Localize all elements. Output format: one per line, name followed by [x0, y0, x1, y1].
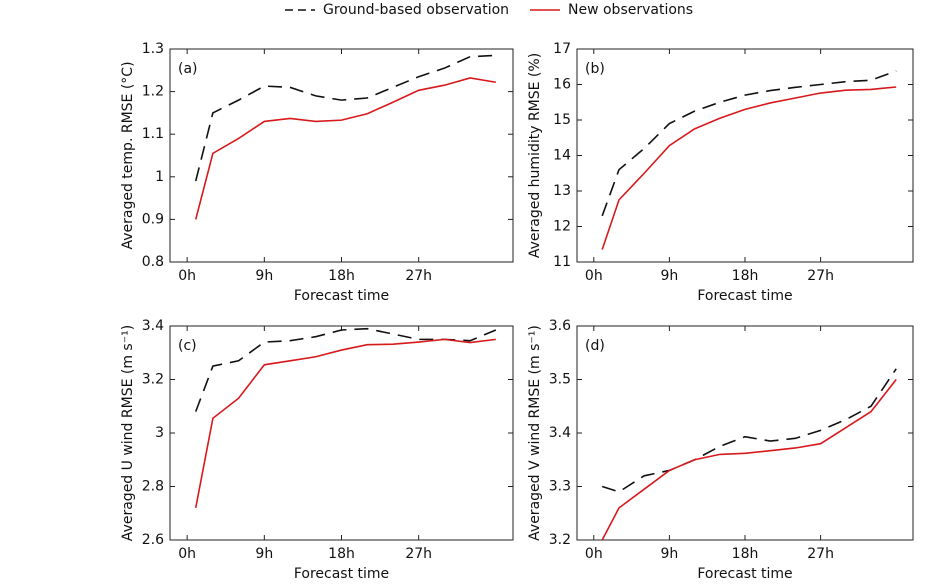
y-tick-label: 3.2 [549, 532, 571, 548]
y-tick-label: 11 [553, 254, 571, 270]
data-line [194, 77, 496, 220]
data-line [601, 379, 897, 541]
panel-label: (d) [585, 338, 605, 354]
y-axis-label: Averaged U wind RMSE (m s⁻¹) [120, 325, 136, 541]
y-tick-label: 0.9 [142, 211, 164, 227]
y-tick-label: 14 [553, 148, 571, 164]
data-line [601, 368, 897, 493]
x-tick-label: 0h [178, 268, 196, 284]
x-tick-label: 0h [585, 546, 603, 562]
y-tick-label: 1.2 [142, 84, 164, 100]
x-axis-label: Forecast time [294, 288, 389, 304]
y-axis-label: Averaged humidity RMSE (%) [527, 53, 543, 258]
y-tick-label: 0.8 [142, 254, 164, 270]
x-tick-label: 9h [661, 546, 679, 562]
y-tick-label: 3.4 [142, 318, 164, 334]
x-tick-label: 0h [178, 546, 196, 562]
x-tick-label: 18h [732, 546, 759, 562]
panel-label: (b) [585, 61, 605, 77]
plot-frame [576, 325, 914, 541]
y-tick-label: 12 [553, 219, 571, 235]
y-axis-label: Averaged V wind RMSE (m s⁻¹) [527, 325, 543, 541]
y-tick-label: 2.6 [142, 532, 164, 548]
x-tick-label: 0h [585, 268, 603, 284]
x-tick-label: 18h [328, 546, 355, 562]
x-tick-label: 9h [255, 546, 273, 562]
data-line [194, 338, 496, 509]
x-tick-label: 9h [661, 268, 679, 284]
data-line [601, 86, 897, 250]
y-tick-label: 3.2 [142, 372, 164, 388]
legend-label: New observations [568, 2, 693, 18]
y-tick-label: 15 [553, 112, 571, 128]
legend-label: Ground-based observation [323, 2, 509, 18]
panel-label: (c) [178, 338, 197, 354]
x-tick-label: 27h [807, 546, 834, 562]
y-tick-label: 13 [553, 183, 571, 199]
x-tick-label: 9h [255, 268, 273, 284]
y-axis-label: Averaged temp. RMSE (°C) [120, 61, 136, 249]
panel-label: (a) [178, 61, 198, 77]
y-tick-label: 3.6 [549, 318, 571, 334]
y-tick-label: 1.3 [142, 41, 164, 57]
y-tick-label: 2.8 [142, 479, 164, 495]
x-tick-label: 18h [732, 268, 759, 284]
y-tick-label: 3.3 [549, 479, 571, 495]
x-tick-label: 27h [807, 268, 834, 284]
y-tick-label: 17 [553, 41, 571, 57]
x-tick-label: 18h [328, 268, 355, 284]
data-line [194, 54, 496, 182]
plot-frame [169, 325, 514, 541]
data-line [194, 327, 497, 412]
y-tick-label: 1.1 [142, 126, 164, 142]
y-tick-label: 3.5 [549, 372, 571, 388]
x-axis-label: Forecast time [294, 566, 389, 582]
y-tick-label: 16 [553, 77, 571, 93]
y-tick-label: 1 [155, 169, 164, 185]
x-tick-label: 27h [405, 546, 432, 562]
data-line [601, 70, 897, 217]
x-tick-label: 27h [405, 268, 432, 284]
y-tick-label: 3 [155, 425, 164, 441]
x-axis-label: Forecast time [697, 566, 792, 582]
x-axis-label: Forecast time [697, 288, 792, 304]
y-tick-label: 3.4 [549, 425, 571, 441]
